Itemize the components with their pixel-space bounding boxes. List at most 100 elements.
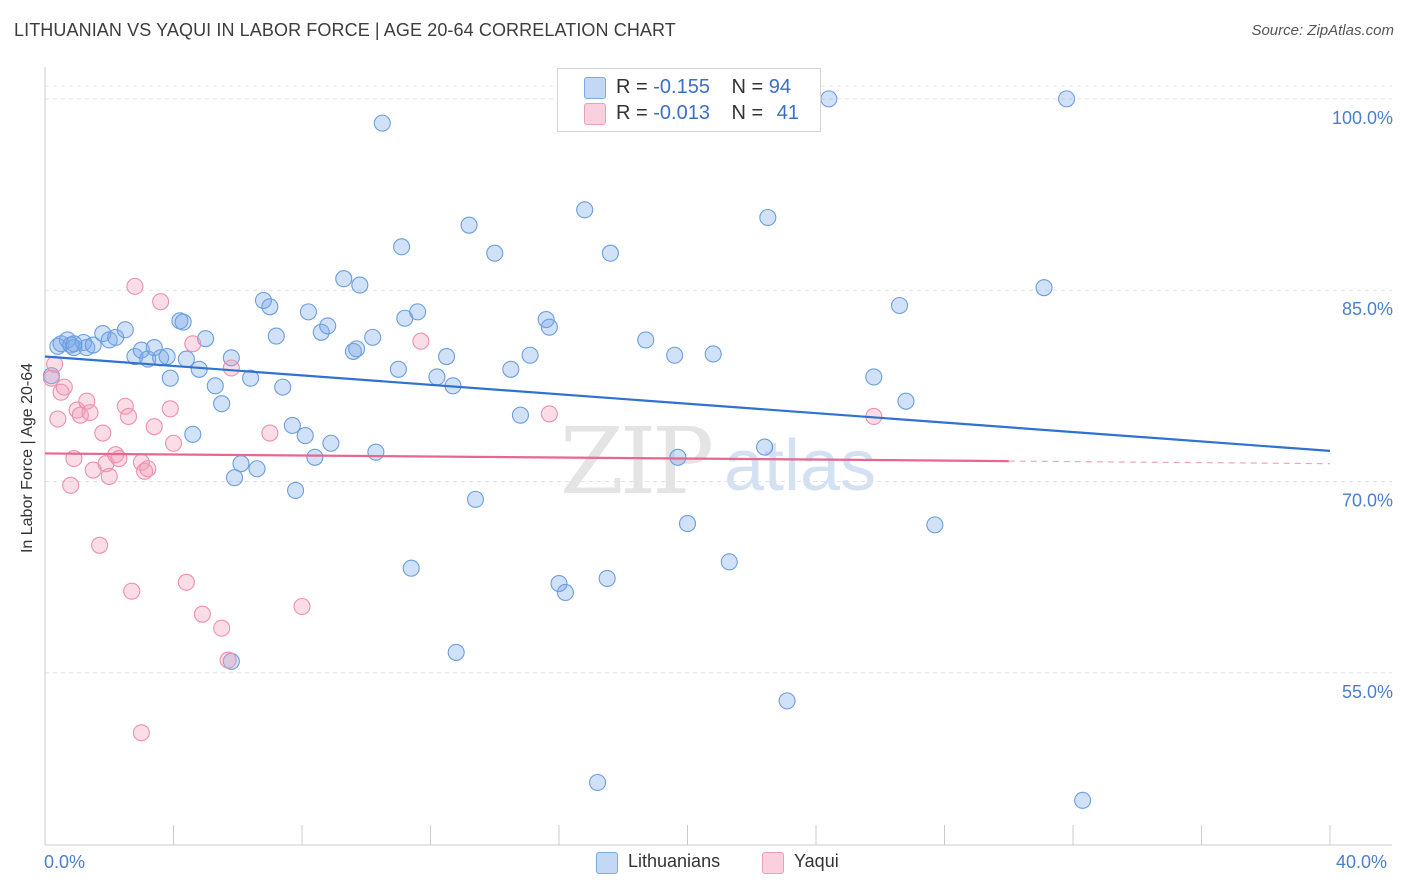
lithuanian-point <box>598 569 616 587</box>
lithuanian-point <box>254 291 273 309</box>
yaqui-trend-line <box>44 452 1009 463</box>
lithuanian-point <box>261 298 279 316</box>
lithuanian-point <box>601 244 619 262</box>
y-tick-labels: 100.0% 85.0% 70.0% 55.0% <box>1332 108 1393 702</box>
lithuanian-point <box>287 481 305 499</box>
lithuanian-point <box>402 559 420 577</box>
lithuanian-point <box>322 434 340 452</box>
lithuanian-point <box>704 345 722 363</box>
legend-row-yaqui: R = -0.013 N = 41 <box>616 102 799 126</box>
lithuanian-point <box>666 346 684 364</box>
bottom-legend-swatch-yaqui <box>762 852 784 874</box>
lithuanian-point <box>438 347 456 366</box>
lithuanian-point <box>65 339 83 357</box>
watermark-zip: ZIP <box>560 408 711 515</box>
legend-n-label: N = <box>731 102 764 124</box>
yaqui-point <box>100 467 118 485</box>
lithuanian-point <box>393 238 411 256</box>
legend-n-label: N = <box>731 76 764 98</box>
watermark-atlas: atlas <box>724 426 876 506</box>
yaqui-point <box>177 573 195 591</box>
lithuanian-point <box>94 325 112 343</box>
lithuanian-point <box>820 90 838 108</box>
lithuanian-point <box>678 515 697 533</box>
yaqui-point <box>152 293 170 311</box>
lithuanian-point <box>65 335 83 353</box>
lithuanian-point <box>145 339 163 357</box>
lithuanian-point <box>428 368 446 386</box>
yaqui-point <box>132 724 150 742</box>
legend-r-value: -0.013 <box>653 102 710 124</box>
lithuanian-point <box>1058 90 1076 108</box>
lithuanian-point <box>466 490 485 508</box>
lithuanian-point <box>306 448 324 466</box>
yaqui-point <box>213 619 231 637</box>
lithuanian-point <box>373 114 391 132</box>
lithuanian-point <box>197 330 215 348</box>
yaqui-point <box>126 277 144 295</box>
source-label: Source: ZipAtlas.com <box>1251 22 1394 39</box>
lithuanian-point <box>126 347 144 366</box>
lithuanian-point <box>550 574 568 593</box>
lithuanian-point <box>576 201 594 219</box>
lithuanian-point <box>184 425 202 443</box>
trend-lines <box>44 355 1331 465</box>
lithuanian-point <box>299 303 317 321</box>
yaqui-point <box>222 359 240 377</box>
lithuanian-point <box>460 216 478 234</box>
lithuanian-point <box>267 327 285 345</box>
lithuanian-point <box>174 313 192 331</box>
y-tick-label: 70.0% <box>1342 491 1393 511</box>
lithuanian-point <box>540 318 558 336</box>
yaqui-point <box>49 410 67 428</box>
yaqui-point <box>55 378 73 396</box>
lithuanian-point <box>283 416 301 434</box>
lithuanian-point <box>409 303 427 321</box>
yaqui-point <box>62 476 80 494</box>
legend-r-label: R = <box>616 102 648 124</box>
bottom-legend-label: Yaqui <box>794 851 839 871</box>
lithuanian-point <box>242 369 260 387</box>
bottom-legend-lithuanians: Lithuanians <box>596 851 721 874</box>
bottom-legend-yaqui: Yaqui <box>762 851 839 874</box>
lithuanian-point <box>756 438 774 456</box>
lithuanian-point <box>116 321 134 339</box>
yaqui-point <box>52 383 70 401</box>
lithuanian-point <box>367 443 385 461</box>
yaqui-point <box>161 400 179 418</box>
lithuanian-point <box>344 342 362 360</box>
lithuanian-point <box>897 392 915 410</box>
legend-swatch-yaqui <box>584 103 606 125</box>
lithuanian-point <box>132 341 150 359</box>
yaqui-point <box>540 405 558 423</box>
lithuanian-point <box>669 448 687 466</box>
lithuanian-point <box>778 692 796 710</box>
axes <box>44 67 1392 846</box>
lithuanian-point <box>926 516 944 534</box>
yaqui-point <box>42 369 60 387</box>
chart-title: LITHUANIAN VS YAQUI IN LABOR FORCE | AGE… <box>14 20 676 40</box>
correlation-legend: R = -0.155 N = 94 R = -0.013 N = 41 <box>557 68 821 132</box>
yaqui-point <box>293 597 311 616</box>
yaqui-trend-extension <box>1008 460 1331 465</box>
lithuanian-point <box>890 296 909 315</box>
yaqui-point <box>116 397 134 415</box>
legend-r-label: R = <box>616 76 648 98</box>
lithuanian-point <box>274 378 292 396</box>
lithuanian-point <box>84 336 102 354</box>
lithuanian-point <box>319 317 337 335</box>
legend-n-value: 41 <box>776 102 800 124</box>
yaqui-point <box>91 536 109 554</box>
yaqui-point <box>136 462 154 480</box>
bottom-legend-swatch-lithuanians <box>596 852 618 874</box>
legend-row-lithuanians: R = -0.155 N = 94 <box>616 76 791 100</box>
gridlines <box>45 85 1392 674</box>
y-axis-title: In Labor Force | Age 20-64 <box>19 362 36 554</box>
lithuanian-point <box>447 643 465 661</box>
lithuanian-point <box>225 469 244 487</box>
legend-r-value: -0.155 <box>653 76 710 98</box>
yaqui-point <box>123 582 141 600</box>
lithuanian-point <box>177 350 195 368</box>
bottom-legend-label: Lithuanians <box>628 851 721 871</box>
